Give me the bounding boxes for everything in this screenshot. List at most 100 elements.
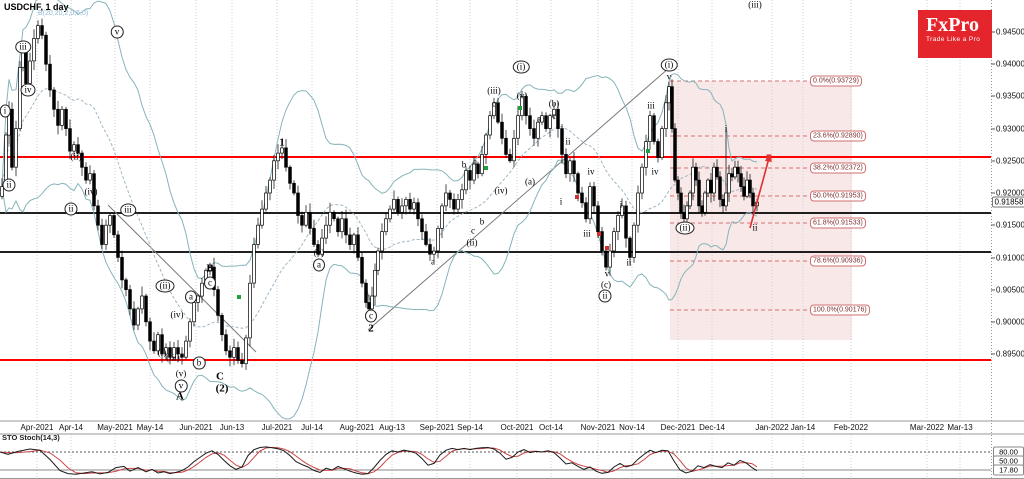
candle-body (280, 147, 284, 154)
candle-body (472, 163, 476, 181)
candle-body (348, 234, 352, 245)
candle-body (88, 173, 92, 181)
candle-body (488, 115, 492, 136)
time-axis-label: Mar-13 (947, 423, 973, 432)
wave-label: c (471, 225, 475, 236)
candle-body (108, 215, 112, 226)
bollinger-middle-band (1, 88, 758, 329)
wave-label: iv (587, 166, 595, 177)
wave-label: 1 (279, 136, 285, 149)
candle-body (616, 215, 620, 232)
candle-body (408, 199, 412, 210)
fib-level-label: 100.0%(0.90176) (810, 304, 870, 316)
candle-body (220, 315, 224, 336)
candle-body (380, 231, 384, 252)
time-axis-label: Apr-14 (58, 423, 84, 432)
candle-body (292, 182, 296, 194)
wave-label: (iv) (84, 186, 98, 197)
candle-body (739, 173, 743, 187)
wave-label: iii (647, 100, 655, 111)
candle-body (156, 334, 160, 352)
candle-body (216, 289, 220, 316)
candle-body (640, 166, 644, 194)
candle-body (288, 166, 292, 184)
candle-body (404, 199, 408, 207)
candle-body (60, 108, 64, 126)
wave-label: i (559, 196, 563, 207)
candle-body (240, 360, 244, 364)
time-axis-label: Dec-2021 (660, 423, 696, 432)
candle-body (373, 269, 377, 297)
candle-body (124, 279, 128, 290)
wave-label: a (313, 258, 325, 272)
wave-label: iii (583, 228, 591, 239)
wave-label: ii (626, 257, 632, 268)
time-axis-label: Jul-14 (301, 423, 323, 432)
wave-label: (i) (660, 58, 678, 72)
fib-level-label: 50.0%(0.91953) (810, 190, 866, 202)
candle-body (340, 218, 344, 233)
candle-body (724, 192, 728, 207)
candle-body (104, 224, 108, 245)
red-signal-marker (605, 246, 609, 250)
wave-label: (ii) (675, 221, 695, 235)
fib-level-label: 0.0%(0.93729) (810, 75, 862, 87)
red-signal-marker (597, 232, 601, 236)
wave-label: (v) (516, 90, 528, 101)
time-axis-label: Oct-2021 (500, 423, 534, 432)
wave-label: (v) (313, 247, 325, 258)
candle-body (536, 121, 540, 139)
wave-label: (2) (215, 382, 229, 395)
candle-body (140, 295, 144, 310)
candle-body (112, 215, 116, 236)
wave-label: iv (20, 83, 36, 97)
wave-label: B (206, 262, 214, 275)
bollinger-lower-band (1, 159, 758, 420)
candle-body (392, 199, 396, 210)
candle-body (100, 224, 104, 245)
time-axis-label: Apr-2021 (20, 423, 54, 432)
candle-body (676, 179, 680, 194)
wave-label: v (110, 25, 124, 39)
wave-label: a (473, 156, 477, 167)
wave-label: (v) (175, 368, 187, 379)
candle-body (400, 205, 404, 213)
price-axis-label: 0.92500 (996, 156, 1024, 166)
candle-body (208, 266, 212, 271)
candle-body (751, 192, 755, 207)
candle-body (28, 60, 32, 84)
candle-body (584, 202, 588, 220)
candle-body (448, 192, 452, 200)
candle-body (144, 295, 148, 323)
candle-body (356, 234, 360, 258)
bollinger-indicator-label: B(20,20,2,0,5,0) (38, 10, 89, 17)
candle-body (224, 334, 228, 352)
candle-body (18, 67, 22, 129)
candle-body (612, 231, 616, 252)
wave-label: C (216, 370, 224, 383)
candle-body (703, 192, 707, 213)
candle-body (44, 34, 48, 65)
time-axis-label: Aug-2021 (339, 423, 375, 432)
candle-body (32, 38, 36, 62)
candle-body (667, 86, 671, 104)
candle-body (384, 218, 388, 233)
candle-body (540, 115, 544, 123)
candle-body (572, 160, 576, 175)
trendline (367, 67, 670, 331)
wave-label: (iv) (494, 185, 508, 196)
fib-level-label: 23.6%(0.92890) (810, 130, 866, 142)
candle-body (600, 231, 604, 252)
candle-body (180, 353, 184, 358)
time-axis-label: Sep-14 (457, 423, 483, 432)
candle-body (580, 192, 584, 204)
time-axis-label: Dec-14 (699, 423, 725, 432)
candle-body (148, 321, 152, 342)
candle-body (72, 144, 76, 152)
candle-body (424, 231, 428, 245)
candle-body (524, 96, 528, 117)
wave-label: 2 (368, 322, 374, 335)
stochastic-signal-line (0, 446, 758, 475)
wave-label: (a) (525, 176, 535, 187)
